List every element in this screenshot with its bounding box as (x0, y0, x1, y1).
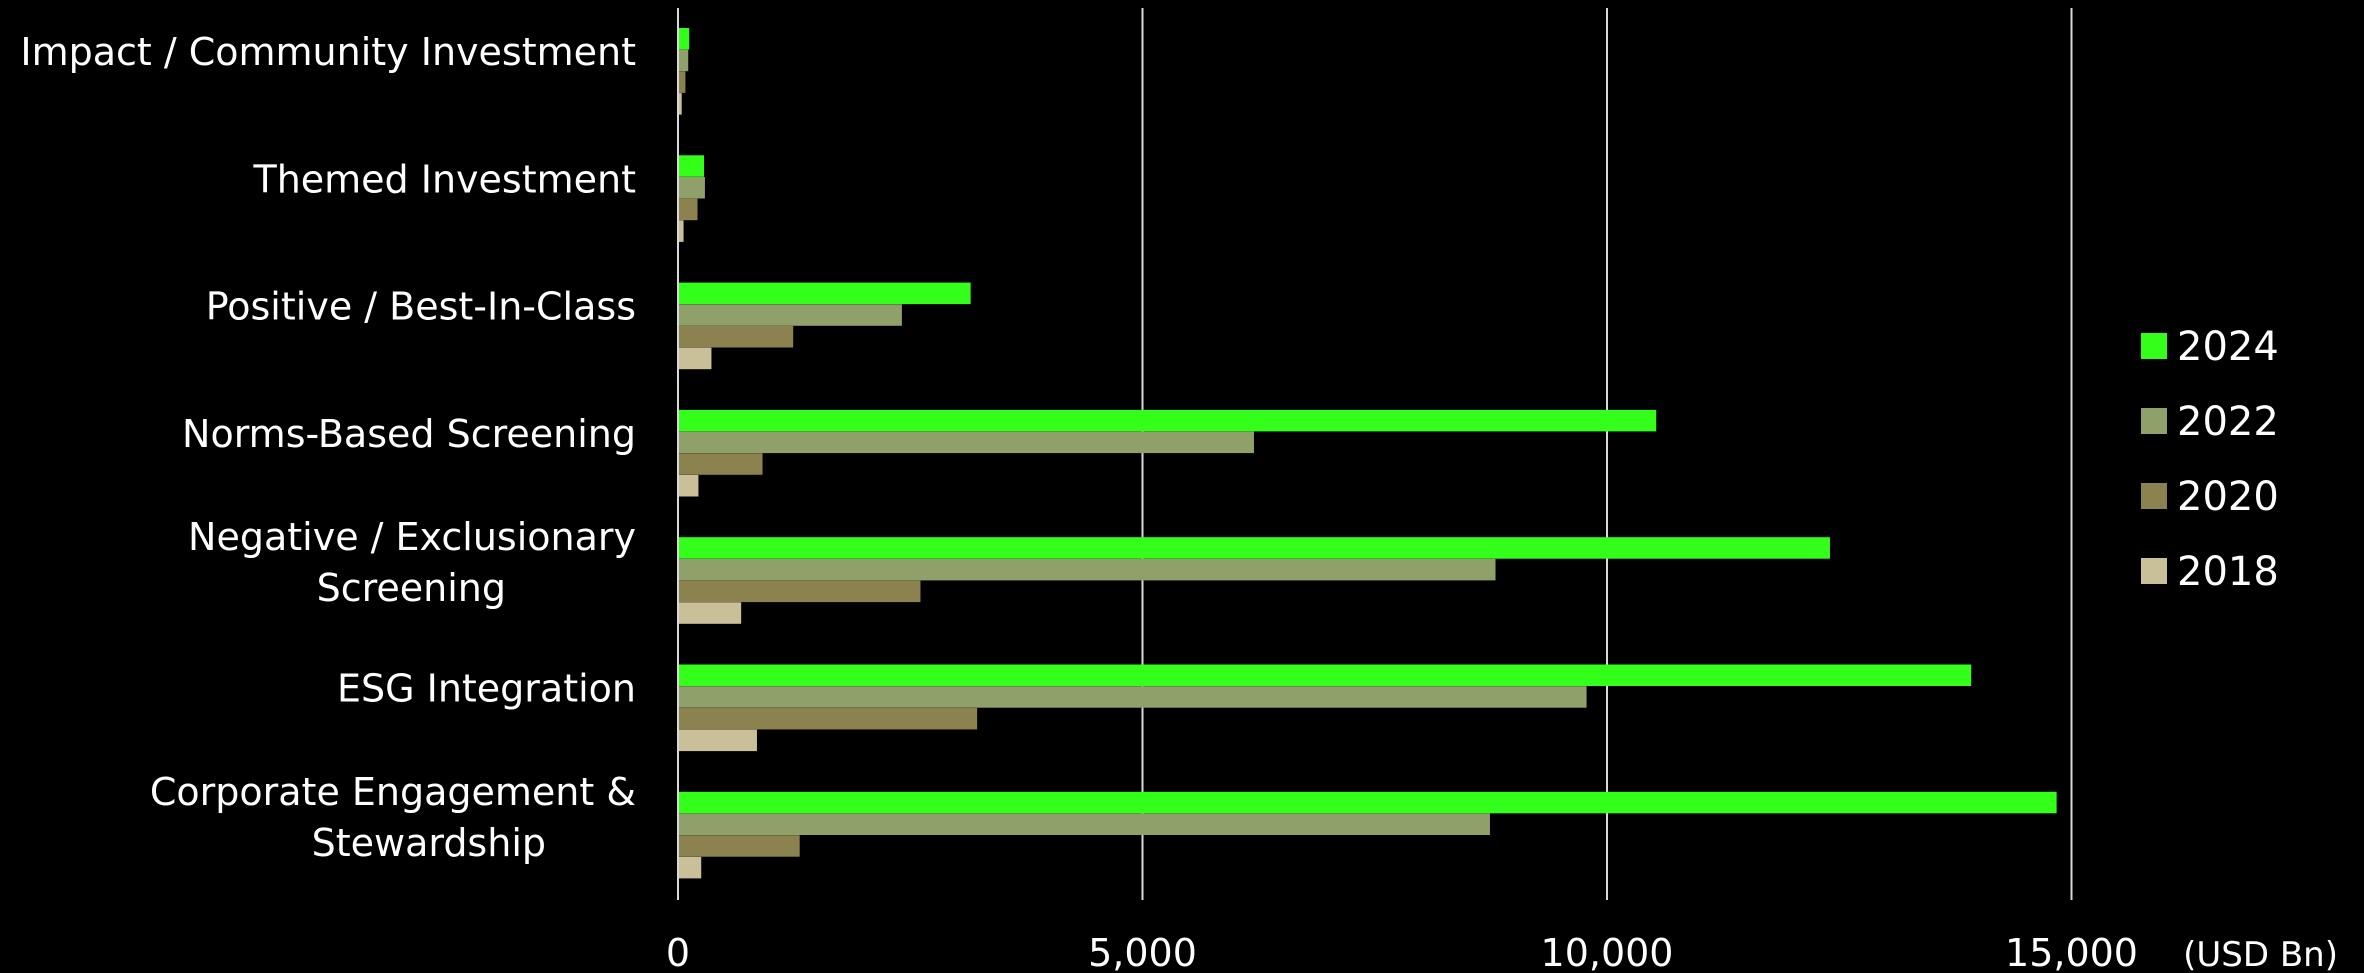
tick-labels: 0 5,000 10,000 15,000 (USD Bn) (666, 931, 2338, 973)
category-labels: Impact / Community Investment Themed Inve… (20, 30, 636, 865)
legend-swatch-2024 (2141, 333, 2167, 359)
bar-2022-5 (678, 686, 1587, 708)
legend-swatch-2020 (2141, 483, 2167, 509)
legend-swatch-2018 (2141, 558, 2167, 584)
bar-2018-4 (678, 602, 742, 624)
category-label: Norms-Based Screening (182, 412, 636, 456)
legend-label-2018: 2018 (2177, 549, 2279, 595)
legend: 2024 2022 2020 2018 (2141, 324, 2279, 595)
bar-2024-0 (678, 28, 690, 50)
category-label: Corporate Engagement & Stewardship (150, 770, 636, 865)
gridlines (1141, 8, 2073, 900)
bar-2024-6 (678, 791, 2057, 814)
x-tick-label: 5,000 (1088, 931, 1197, 973)
bar-2018-6 (678, 856, 702, 879)
bar-2022-2 (678, 304, 902, 326)
bar-2022-0 (678, 49, 689, 72)
legend-label-2024: 2024 (2177, 324, 2279, 370)
category-label: Negative / Exclusionary Screening (188, 515, 636, 610)
bar-2018-3 (678, 475, 699, 497)
unit-label: (USD Bn) (2183, 935, 2338, 973)
bar-2018-1 (678, 220, 684, 242)
category-label: Themed Investment (252, 157, 636, 201)
bar-2020-6 (678, 835, 800, 857)
bar-2022-6 (678, 813, 1490, 835)
bar-2020-3 (678, 453, 763, 475)
bar-2024-5 (678, 664, 1972, 686)
bar-2018-0 (678, 93, 682, 115)
bar-2022-4 (678, 558, 1496, 581)
legend-label-2022: 2022 (2177, 399, 2279, 445)
bar-2018-5 (678, 729, 757, 752)
bar-2020-4 (678, 580, 921, 603)
bar-2020-1 (678, 198, 698, 221)
bar-2024-2 (678, 282, 971, 305)
bar-2024-3 (678, 409, 1657, 432)
bar-2020-5 (678, 707, 978, 730)
bar-2022-3 (678, 431, 1254, 454)
category-label: Positive / Best-In-Class (206, 285, 636, 329)
bars (678, 28, 2057, 879)
x-tick-label: 10,000 (1541, 931, 1674, 973)
category-label: ESG Integration (337, 667, 636, 711)
category-label: Impact / Community Investment (20, 30, 636, 74)
x-tick-label: 0 (666, 931, 690, 973)
bar-2024-4 (678, 537, 1830, 559)
bar-2020-2 (678, 326, 794, 348)
bar-2022-1 (678, 177, 705, 199)
x-tick-label: 15,000 (2005, 931, 2138, 973)
legend-label-2020: 2020 (2177, 474, 2279, 520)
bar-2018-2 (678, 347, 712, 370)
legend-swatch-2022 (2141, 408, 2167, 434)
bar-2020-0 (678, 71, 686, 93)
bar-2024-1 (678, 155, 705, 177)
